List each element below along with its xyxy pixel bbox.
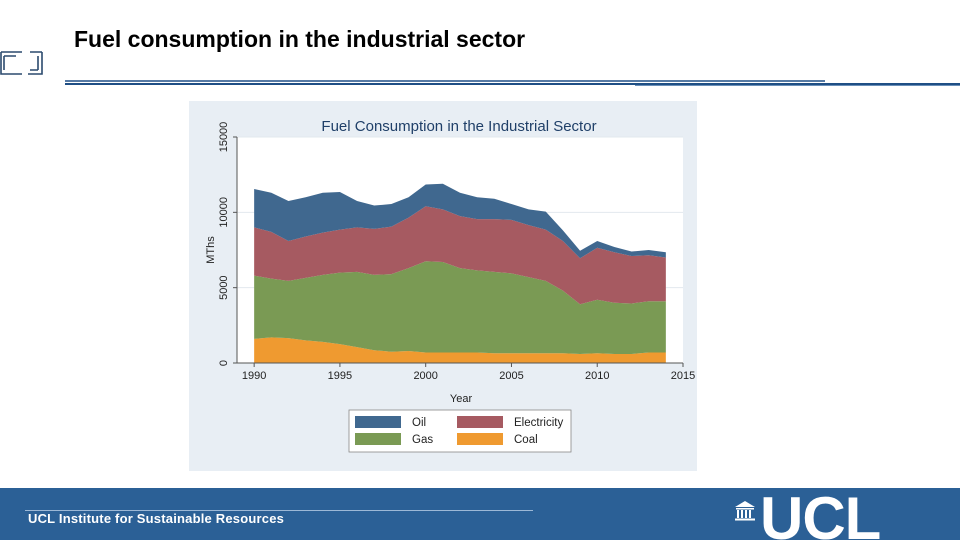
legend-swatch-coal xyxy=(457,433,503,445)
ucl-portico-icon xyxy=(735,501,755,521)
legend-label-electricity: Electricity xyxy=(514,417,563,429)
legend-swatch-gas xyxy=(355,433,401,445)
legend-label-coal: Coal xyxy=(514,434,538,446)
title-rule xyxy=(65,80,960,86)
slide-title: Fuel consumption in the industrial secto… xyxy=(74,26,526,52)
y-tick-label-5000: 5000 xyxy=(218,275,230,299)
legend-label-oil: Oil xyxy=(412,417,426,429)
footer-institute-name: UCL Institute for Sustainable Resources xyxy=(28,511,285,526)
chart-panel: 1990 1995 2000 2005 2010 2015 0 5000 10000 15000 … xyxy=(189,101,697,471)
fuel-consumption-chart: 1990 1995 2000 2005 2010 2015050001000015000 … xyxy=(205,118,695,453)
x-axis-label: Year xyxy=(450,393,473,405)
x-tick-label-1990: 1990 xyxy=(242,370,266,382)
ucl-logo-text: UCL xyxy=(760,485,881,552)
footer-divider xyxy=(25,510,533,511)
footer-bar: UCL Institute for Sustainable Resources xyxy=(0,488,960,540)
x-tick-label-2005: 2005 xyxy=(499,370,523,382)
x-tick-label-2010: 2010 xyxy=(585,370,609,382)
legend-swatch-electricity xyxy=(457,416,503,428)
y-tick-label-10000: 10000 xyxy=(218,197,230,228)
x-tick-label-2000: 2000 xyxy=(413,370,437,382)
x-tick-label-2015: 2015 xyxy=(671,370,695,382)
corner-bracket-icon xyxy=(0,51,43,75)
y-tick-label-15000: 15000 xyxy=(218,122,230,153)
legend-label-gas: Gas xyxy=(412,434,433,446)
x-tick-label-1995: 1995 xyxy=(328,370,352,382)
area-electricity xyxy=(254,206,666,305)
area-oil xyxy=(254,183,666,259)
chart-title: Fuel Consumption in the Industrial Secto… xyxy=(321,118,596,135)
chart-legend: Oil Electricity Gas Coal xyxy=(348,409,572,453)
y-axis-label: MThs xyxy=(205,236,217,264)
y-tick-label-0: 0 xyxy=(218,360,230,366)
area-coal xyxy=(254,337,666,363)
area-gas xyxy=(254,261,666,354)
legend-swatch-oil xyxy=(355,416,401,428)
